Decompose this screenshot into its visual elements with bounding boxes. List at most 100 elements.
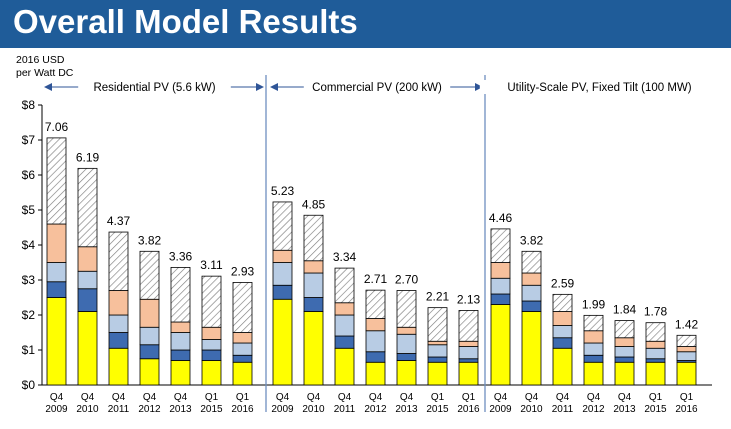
bar-segment-lightblue — [614, 346, 635, 358]
x-tick-label: 2016 — [457, 404, 480, 415]
data-label: 3.82 — [138, 233, 162, 247]
bar-segment-hatch — [232, 282, 253, 333]
bar-segment-blue — [552, 337, 573, 349]
y-tick-label: $6 — [22, 168, 36, 182]
bar-segment-lightblue — [334, 314, 355, 337]
bar-segment-blue — [201, 349, 222, 361]
bar-segment-yellow — [303, 311, 324, 386]
bar-segment-blue — [170, 349, 191, 361]
x-tick-label: Q4 — [307, 392, 321, 403]
data-label: 2.71 — [364, 272, 388, 286]
title-bar: Overall Model Results — [0, 0, 731, 48]
bar-segment-yellow — [77, 311, 98, 386]
data-label: 2.70 — [395, 273, 419, 287]
bar-segment-peach — [232, 332, 253, 344]
data-label: 3.11 — [200, 258, 223, 272]
data-label: 3.82 — [520, 233, 544, 247]
bar-segment-peach — [427, 340, 448, 346]
bar-segment-hatch — [303, 214, 324, 262]
x-tick-label: Q1 — [462, 392, 476, 403]
x-tick-label: 2015 — [426, 404, 449, 415]
bar-segment-blue — [583, 354, 604, 363]
x-tick-label: Q4 — [618, 392, 632, 403]
x-tick-label: Q1 — [205, 392, 219, 403]
y-tick-label: $1 — [22, 343, 36, 357]
bar-segment-yellow — [676, 361, 697, 386]
bar-segment-peach — [645, 340, 666, 349]
y-tick-label: $7 — [22, 133, 36, 147]
bar-segment-lightblue — [46, 262, 67, 283]
y-tick-label: $3 — [22, 273, 36, 287]
bar-segment-hatch — [46, 137, 67, 225]
bar-segment-hatch — [170, 266, 191, 323]
data-label: 2.93 — [231, 264, 255, 278]
bar-segment-hatch — [676, 334, 697, 347]
bar-segment-blue — [458, 358, 479, 363]
x-tick-label: 2009 — [45, 404, 68, 415]
x-tick-label: 2012 — [138, 404, 161, 415]
x-tick-label: 2012 — [364, 404, 387, 415]
bar-segment-peach — [170, 321, 191, 333]
bar-segment-blue — [645, 358, 666, 363]
x-tick-label: 2016 — [675, 404, 698, 415]
bar-segment-lightblue — [232, 342, 253, 356]
bar-segment-hatch — [458, 310, 479, 342]
bar-segment-yellow — [614, 361, 635, 386]
x-tick-label: 2010 — [302, 404, 325, 415]
bar-segment-hatch — [272, 201, 293, 251]
y-tick-label: $0 — [22, 378, 36, 392]
x-tick-label: 2015 — [644, 404, 667, 415]
bar-segment-hatch — [490, 228, 511, 263]
bar-segment-yellow — [272, 298, 293, 386]
x-tick-label: 2012 — [582, 404, 605, 415]
bar-segment-lightblue — [365, 330, 386, 353]
x-tick-label: Q4 — [525, 392, 539, 403]
data-label: 3.34 — [333, 250, 357, 264]
bar-segment-blue — [365, 351, 386, 363]
x-tick-label: Q1 — [431, 392, 445, 403]
x-tick-label: Q4 — [556, 392, 570, 403]
bar-segment-yellow — [396, 360, 417, 386]
data-label: 7.06 — [45, 120, 69, 134]
bar-segment-hatch — [521, 250, 542, 274]
bar-segment-peach — [552, 311, 573, 326]
bar-segment-hatch — [552, 293, 573, 312]
x-tick-label: 2009 — [489, 404, 512, 415]
data-label: 6.19 — [76, 150, 100, 164]
x-tick-label: 2015 — [200, 404, 223, 415]
bar-segment-peach — [272, 249, 293, 263]
group-label: Commercial PV (200 kW) — [312, 82, 442, 94]
x-tick-label: Q4 — [369, 392, 383, 403]
bar-segment-yellow — [552, 347, 573, 386]
bar-segment-hatch — [365, 289, 386, 319]
bar-segment-lightblue — [583, 342, 604, 356]
y-tick-label: $2 — [22, 308, 36, 322]
bar-segment-hatch — [108, 231, 129, 291]
bar-segment-lightblue — [77, 270, 98, 290]
bar-segment-peach — [583, 330, 604, 344]
x-tick-label: Q4 — [587, 392, 601, 403]
y-axis-label: 2016 USD — [16, 54, 65, 66]
data-label: 5.23 — [271, 184, 295, 198]
x-tick-label: Q1 — [680, 392, 694, 403]
bar-segment-peach — [676, 346, 697, 353]
data-label: 1.99 — [582, 297, 606, 311]
bar-segment-blue — [232, 354, 253, 363]
x-tick-label: Q4 — [81, 392, 95, 403]
bar-segment-peach — [139, 298, 160, 328]
bar-segment-peach — [201, 326, 222, 340]
bar-segment-lightblue — [108, 314, 129, 333]
x-tick-label: 2011 — [552, 404, 574, 415]
y-tick-label: $8 — [22, 98, 36, 112]
data-label: 3.36 — [169, 249, 193, 263]
bar-segment-yellow — [139, 358, 160, 386]
bar-segment-peach — [46, 223, 67, 263]
bar-segment-hatch — [396, 290, 417, 328]
bar-segment-blue — [334, 335, 355, 349]
bar-segment-yellow — [365, 361, 386, 386]
bar-segment-peach — [490, 262, 511, 279]
bar-segment-blue — [77, 288, 98, 312]
group-label: Residential PV (5.6 kW) — [93, 82, 215, 94]
